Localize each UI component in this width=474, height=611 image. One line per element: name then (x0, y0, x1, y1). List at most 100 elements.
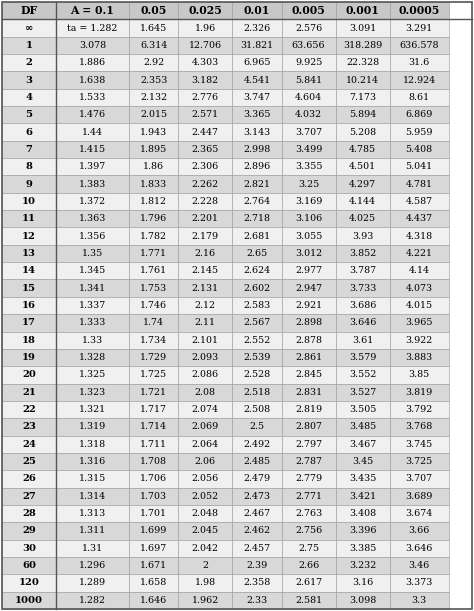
Bar (282, 488, 336, 505)
Bar (390, 488, 448, 505)
Text: 2.39: 2.39 (246, 561, 268, 570)
Text: 2.831: 2.831 (295, 388, 322, 397)
Bar (178, 488, 232, 505)
Text: 3.852: 3.852 (349, 249, 376, 258)
Bar (390, 123, 448, 141)
Bar (56, 418, 129, 436)
Bar (2, 193, 56, 210)
Text: 318.289: 318.289 (343, 41, 383, 50)
Bar (56, 175, 129, 193)
Text: 3.291: 3.291 (405, 23, 433, 32)
Text: 2.66: 2.66 (298, 561, 319, 570)
Text: 3.707: 3.707 (295, 128, 322, 137)
Text: 5.959: 5.959 (405, 128, 433, 137)
Text: 2.074: 2.074 (192, 405, 219, 414)
Text: 1: 1 (26, 41, 33, 50)
Text: 9.925: 9.925 (295, 58, 322, 67)
Text: 3.883: 3.883 (405, 353, 433, 362)
Bar (232, 106, 282, 123)
Bar (178, 297, 232, 314)
Text: 3.733: 3.733 (349, 284, 376, 293)
Text: 31.6: 31.6 (409, 58, 430, 67)
Bar (232, 314, 282, 332)
Text: 1.318: 1.318 (79, 440, 106, 448)
Bar (336, 71, 390, 89)
Bar (282, 54, 336, 71)
Bar (282, 522, 336, 540)
Bar (336, 89, 390, 106)
Bar (178, 141, 232, 158)
Text: 21: 21 (22, 388, 36, 397)
Bar (282, 71, 336, 89)
Bar (2, 470, 56, 488)
Bar (390, 384, 448, 401)
Text: 2.479: 2.479 (244, 474, 271, 483)
Bar (178, 227, 232, 245)
Text: 1.96: 1.96 (195, 23, 216, 32)
Bar (129, 297, 178, 314)
Bar (129, 591, 178, 609)
Text: 2: 2 (26, 58, 32, 67)
Text: 20: 20 (22, 370, 36, 379)
Bar (2, 245, 56, 262)
Text: 4.015: 4.015 (406, 301, 433, 310)
Bar (129, 418, 178, 436)
Bar (336, 453, 390, 470)
Bar (390, 158, 448, 175)
Text: 1.296: 1.296 (79, 561, 106, 570)
Text: 2.845: 2.845 (295, 370, 322, 379)
Bar (282, 505, 336, 522)
Text: 3.232: 3.232 (349, 561, 376, 570)
Bar (2, 574, 56, 591)
Text: 1.729: 1.729 (140, 353, 167, 362)
Bar (2, 314, 56, 332)
Bar (178, 384, 232, 401)
Text: 12.924: 12.924 (402, 76, 436, 84)
Bar (129, 71, 178, 89)
Bar (2, 297, 56, 314)
Bar (56, 227, 129, 245)
Text: 3.93: 3.93 (352, 232, 374, 241)
Bar (178, 175, 232, 193)
Text: 15: 15 (22, 284, 36, 293)
Bar (56, 141, 129, 158)
Text: 3.646: 3.646 (349, 318, 376, 327)
Bar (2, 349, 56, 366)
Text: 2.056: 2.056 (191, 474, 219, 483)
Text: 1.771: 1.771 (140, 249, 167, 258)
Bar (282, 314, 336, 332)
Bar (56, 314, 129, 332)
Text: 2.576: 2.576 (295, 23, 322, 32)
Text: 636.578: 636.578 (400, 41, 439, 50)
Bar (282, 540, 336, 557)
Text: 2.201: 2.201 (192, 214, 219, 223)
Text: 2.92: 2.92 (143, 58, 164, 67)
Text: 1.372: 1.372 (79, 197, 106, 206)
Text: 22: 22 (22, 405, 36, 414)
Bar (232, 158, 282, 175)
Text: 5.894: 5.894 (349, 110, 376, 119)
Bar (2, 71, 56, 89)
Text: 4: 4 (26, 93, 33, 102)
Text: 2.365: 2.365 (191, 145, 219, 154)
Text: 4.785: 4.785 (349, 145, 376, 154)
Text: 2.807: 2.807 (295, 422, 322, 431)
Bar (178, 262, 232, 279)
Bar (178, 574, 232, 591)
Bar (129, 540, 178, 557)
Text: 0.025: 0.025 (188, 5, 222, 16)
Text: 8: 8 (26, 163, 32, 171)
Bar (232, 210, 282, 227)
Text: 1.833: 1.833 (140, 180, 167, 189)
Text: 1.311: 1.311 (79, 527, 106, 535)
Bar (282, 158, 336, 175)
Bar (390, 453, 448, 470)
Text: 1.638: 1.638 (79, 76, 106, 84)
Bar (390, 227, 448, 245)
Bar (336, 175, 390, 193)
Bar (390, 89, 448, 106)
Bar (336, 366, 390, 384)
Text: 2.518: 2.518 (244, 388, 271, 397)
Bar (56, 2, 129, 20)
Text: 1.323: 1.323 (79, 388, 106, 397)
